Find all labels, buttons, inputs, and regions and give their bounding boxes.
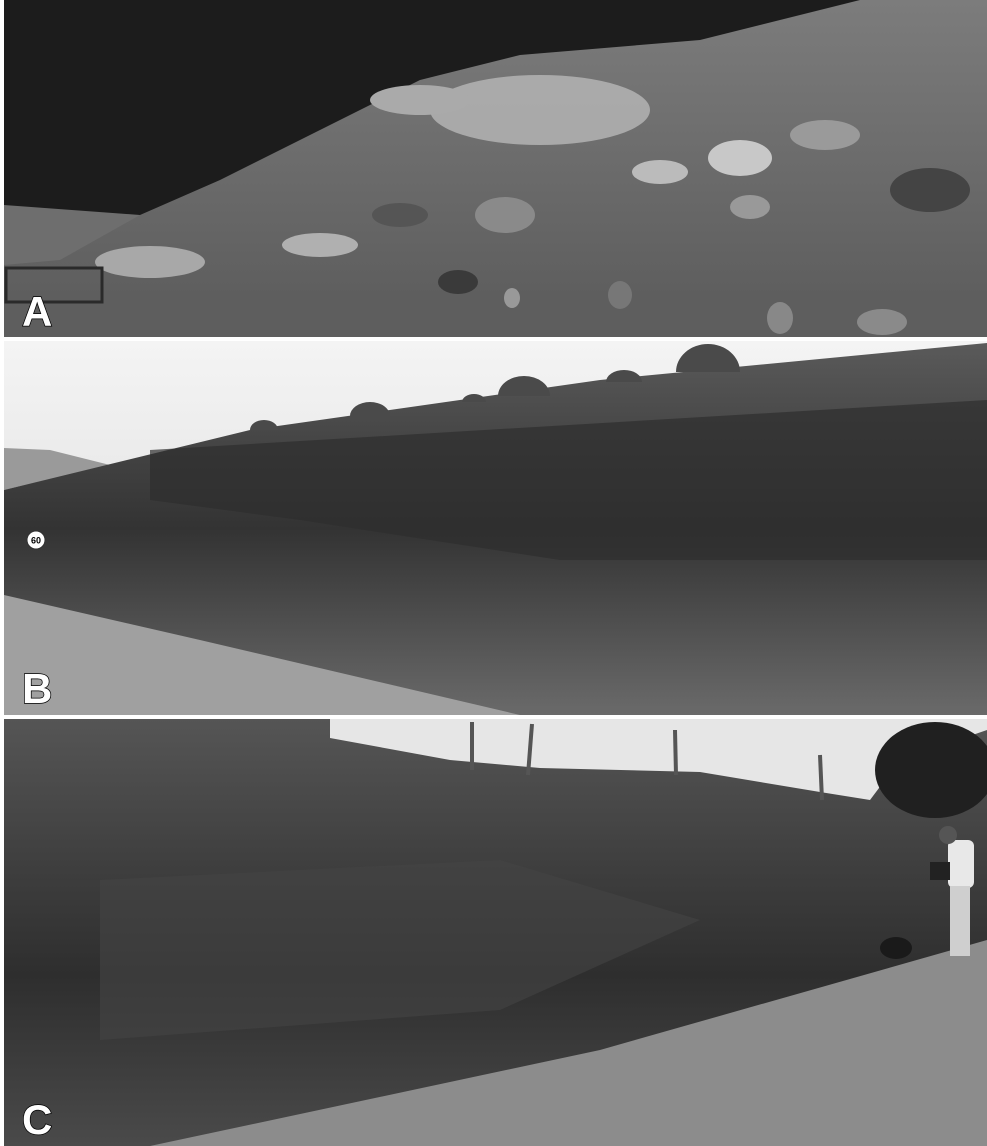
rock xyxy=(372,203,428,227)
cow xyxy=(608,281,632,309)
rock xyxy=(282,233,358,257)
photo-b: 60 B xyxy=(4,341,987,715)
bag xyxy=(880,937,912,959)
cow xyxy=(504,288,520,308)
panel-label: C xyxy=(22,1096,52,1143)
pasture xyxy=(4,300,987,337)
rock xyxy=(370,85,470,115)
rock xyxy=(95,246,205,278)
cow xyxy=(438,270,478,294)
cow xyxy=(730,195,770,219)
rock xyxy=(790,120,860,150)
sign-text: 60 xyxy=(31,535,41,545)
panel-label: A xyxy=(22,288,52,335)
rock xyxy=(430,75,650,145)
photo-a: A xyxy=(4,0,987,337)
cow xyxy=(767,302,793,334)
rock xyxy=(708,140,772,176)
photo-c: C xyxy=(4,719,987,1146)
rock xyxy=(632,160,688,184)
figure: A 60 B C xyxy=(0,0,987,1146)
page: A 60 B C (() => { const data = JSO xyxy=(0,0,987,1146)
rock xyxy=(890,168,970,212)
panel-label: B xyxy=(22,665,52,712)
cow xyxy=(857,309,907,335)
rock xyxy=(475,197,535,233)
